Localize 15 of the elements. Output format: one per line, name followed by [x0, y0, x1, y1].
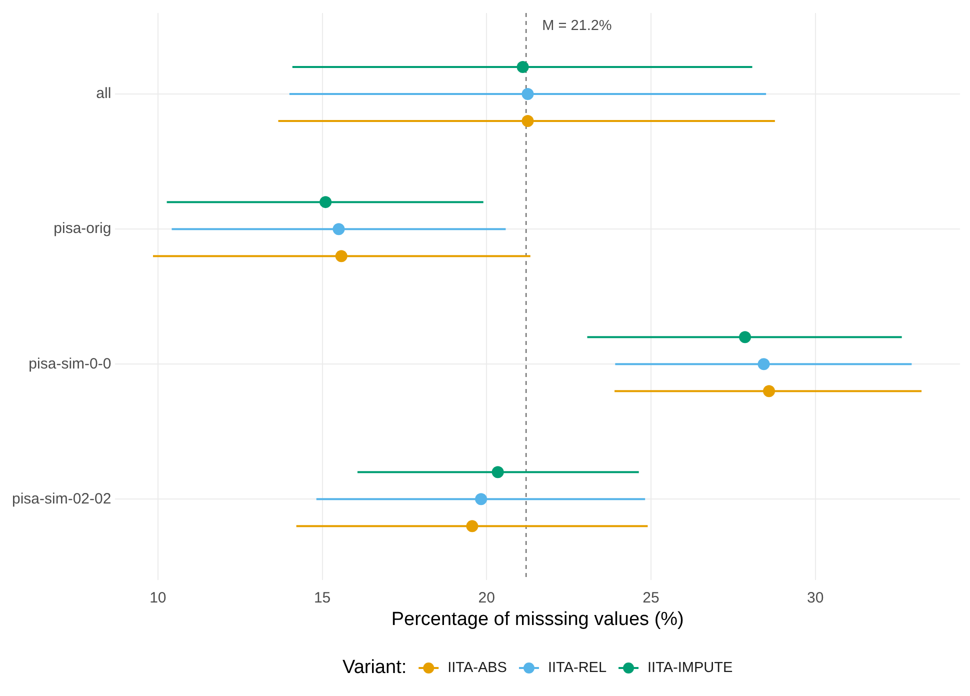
y-tick-label: pisa-sim-02-02 [12, 490, 112, 508]
y-tick-label: pisa-sim-0-0 [28, 355, 112, 372]
legend-label: IITA-ABS [448, 660, 507, 676]
legend-title: Variant: [342, 657, 407, 678]
y-tick-label: all [96, 85, 112, 102]
x-tick-label: 15 [314, 589, 331, 606]
ref-line-label: M = 21.2% [542, 18, 612, 34]
x-axis-title: Percentage of misssing values (%) [391, 608, 684, 630]
x-tick-label: 25 [642, 589, 660, 606]
x-tick-label: 20 [478, 589, 495, 606]
x-tick-label: 10 [150, 589, 166, 606]
y-tick-label: pisa-orig [54, 220, 112, 238]
legend-label: IITA-REL [548, 660, 607, 676]
legend-label: IITA-IMPUTE [648, 660, 733, 676]
x-tick-label: 30 [807, 589, 824, 606]
